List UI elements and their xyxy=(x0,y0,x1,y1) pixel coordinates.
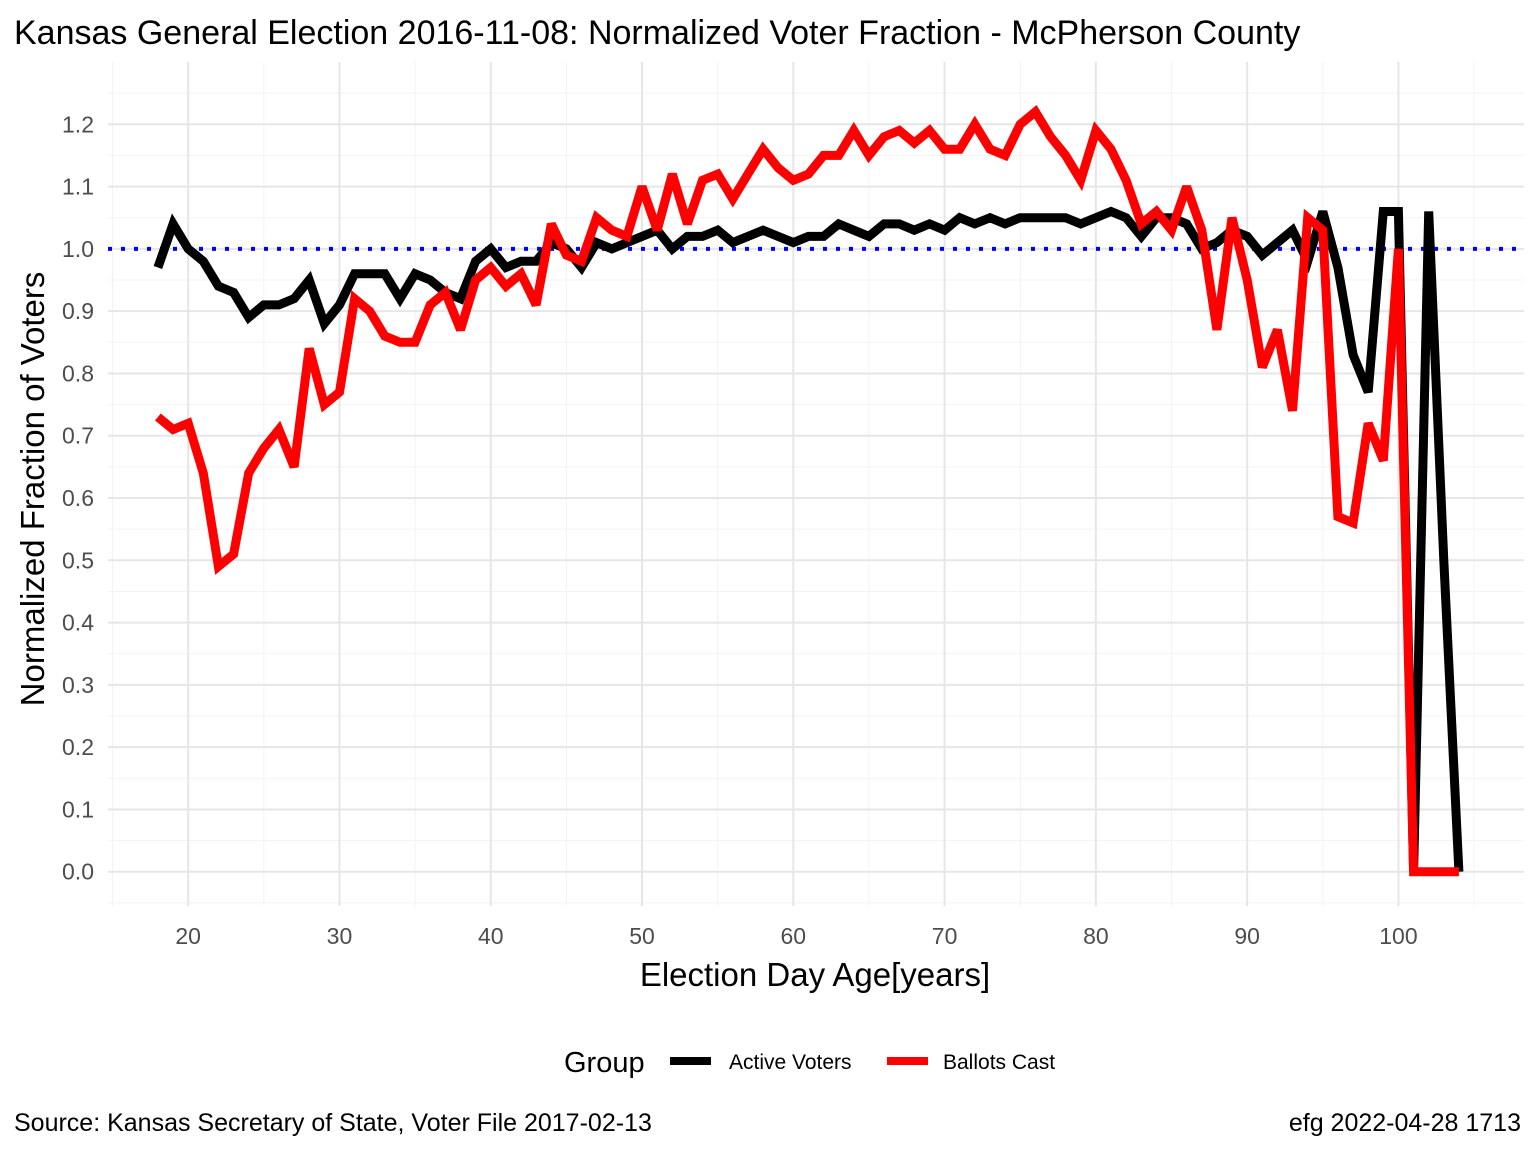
credit-caption: efg 2022-04-28 1713 xyxy=(1289,1109,1521,1137)
y-tick-label: 1.2 xyxy=(62,111,94,137)
y-tick-labels: 0.0 0.1 0.2 0.3 0.4 0.5 0.6 0.7 0.8 0.9 1.0 1.1 1.2 xyxy=(62,111,94,884)
y-tick-label: 1.1 xyxy=(62,174,94,200)
y-tick-label: 0.7 xyxy=(62,423,94,449)
series-line-active-voters xyxy=(153,206,1464,872)
series-layer xyxy=(153,105,1464,877)
y-tick-label: 0.0 xyxy=(62,859,94,885)
x-tick-labels: 20 30 40 50 60 70 80 90 100 xyxy=(175,923,1417,949)
y-tick-label: 0.1 xyxy=(62,796,94,822)
y-tick-label: 0.6 xyxy=(62,485,94,511)
x-tick-label: 50 xyxy=(629,923,655,949)
y-tick-label: 0.4 xyxy=(62,610,94,636)
y-tick-label: 0.3 xyxy=(62,672,94,698)
x-tick-label: 60 xyxy=(781,923,807,949)
source-caption: Source: Kansas Secretary of State, Voter… xyxy=(14,1109,652,1137)
x-axis-label: Election Day Age[years] xyxy=(640,956,990,993)
y-tick-label: 0.9 xyxy=(62,298,94,324)
chart-title: Kansas General Election 2016-11-08: Norm… xyxy=(14,14,1300,52)
y-tick-label: 1.0 xyxy=(62,236,94,262)
y-axis-label: Normalized Fraction of Voters xyxy=(14,272,51,707)
x-tick-label: 30 xyxy=(327,923,353,949)
x-tick-label: 40 xyxy=(478,923,504,949)
y-tick-label: 0.5 xyxy=(62,547,94,573)
legend-label-active-voters: Active Voters xyxy=(729,1051,852,1074)
x-tick-label: 20 xyxy=(175,923,201,949)
y-tick-label: 0.2 xyxy=(62,734,94,760)
x-tick-label: 90 xyxy=(1234,923,1260,949)
legend-title: Group xyxy=(564,1047,645,1079)
series-line-ballots-cast xyxy=(155,105,1459,877)
legend-label-ballots-cast: Ballots Cast xyxy=(943,1051,1055,1074)
legend: Group Active Voters Ballots Cast xyxy=(564,1047,1055,1079)
y-tick-label: 0.8 xyxy=(62,360,94,386)
grid-layer xyxy=(108,62,1524,906)
x-tick-label: 80 xyxy=(1083,923,1109,949)
x-tick-label: 100 xyxy=(1379,923,1417,949)
x-tick-label: 70 xyxy=(932,923,958,949)
